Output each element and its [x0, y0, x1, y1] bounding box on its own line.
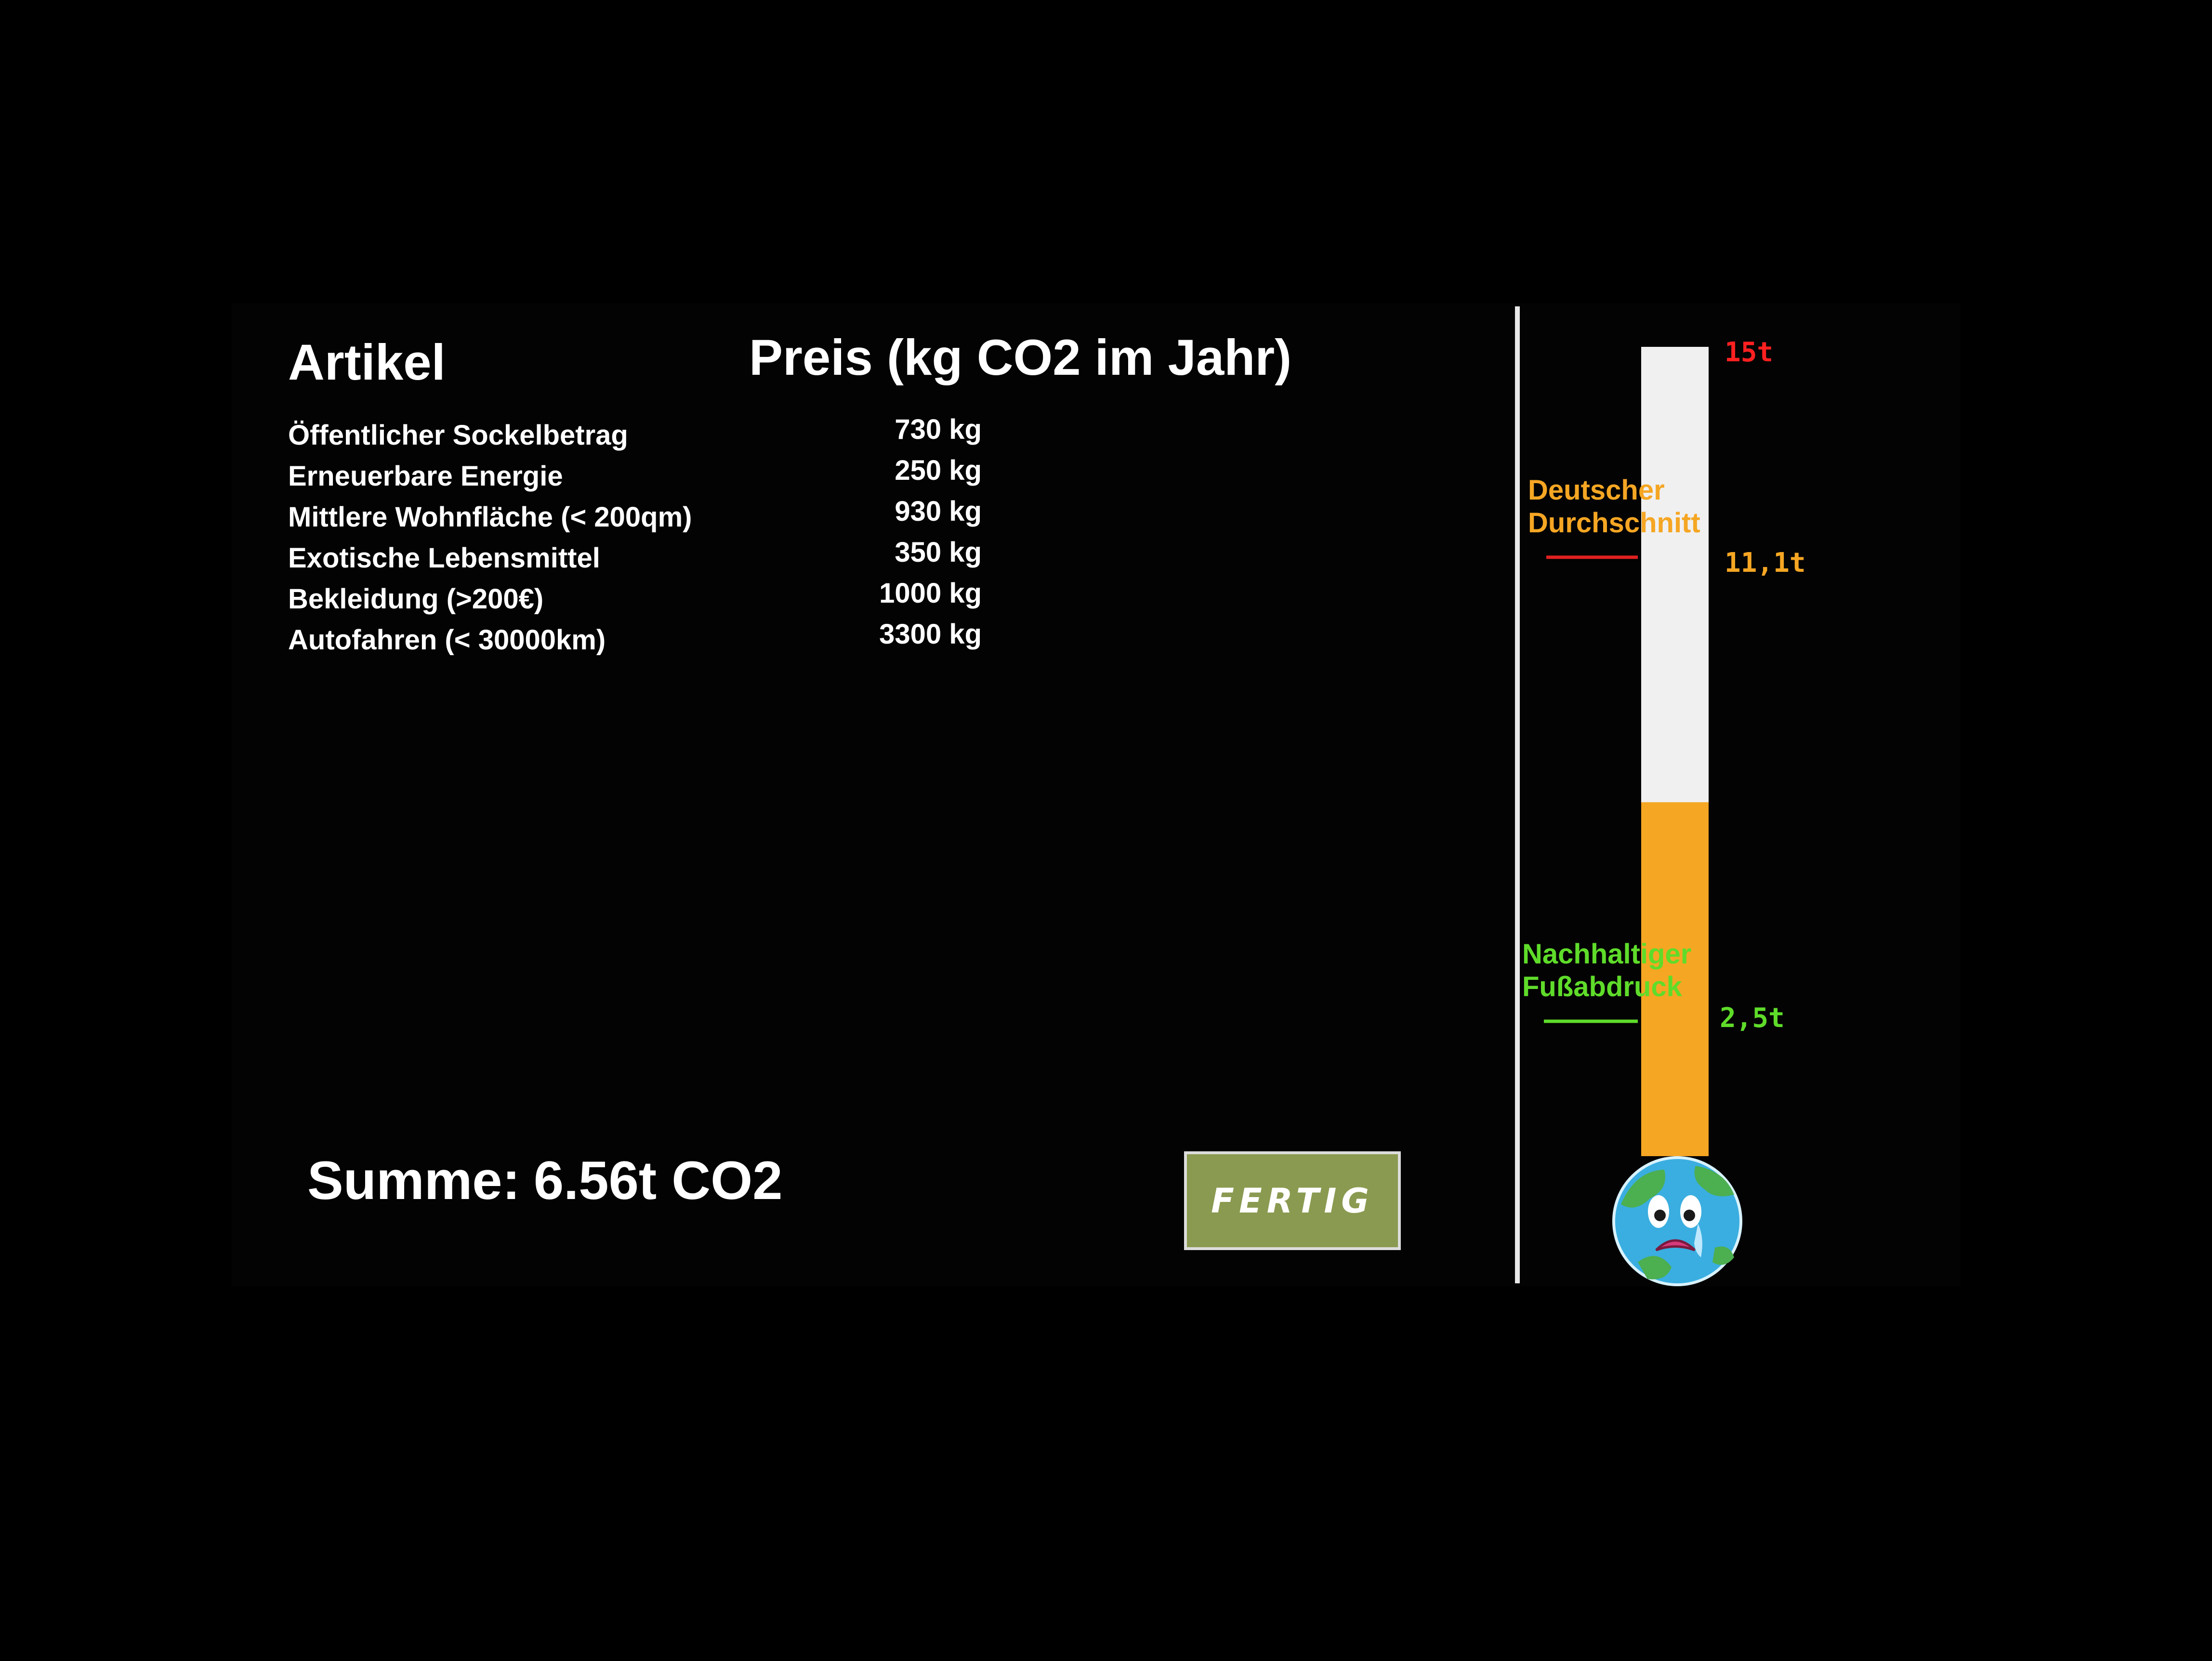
list-item: Exotische Lebensmittel 350 kg [288, 539, 982, 585]
item-name: Erneuerbare Energie [288, 461, 563, 492]
list-item: Autofahren (< 30000km) 3300 kg [288, 620, 982, 667]
done-button[interactable]: FERTIG [1184, 1151, 1401, 1250]
item-value: 3300 kg [879, 619, 982, 650]
item-column-header: Artikel [288, 334, 446, 391]
list-item: Öffentlicher Sockelbetrag 730 kg [288, 416, 982, 462]
crying-earth-icon [1612, 1156, 1742, 1286]
list-item: Bekleidung (>200€) 1000 kg [288, 580, 982, 626]
list-item: Erneuerbare Energie 250 kg [288, 457, 982, 503]
sustainable-value-label: 2,5t [1720, 1002, 1785, 1034]
list-item: Mittlere Wohnfläche (< 200qm) 930 kg [288, 498, 982, 544]
meter-fill-level [1641, 802, 1709, 1156]
price-column-header: Preis (kg CO2 im Jahr) [749, 330, 1292, 386]
app-screen: Artikel Preis (kg CO2 im Jahr) Öffentlic… [231, 303, 1961, 1286]
item-value: 730 kg [895, 414, 982, 445]
item-value: 350 kg [895, 537, 982, 568]
co2-meter: 15t 11,1t 2,5t Deutscher Durchschnitt Na… [1522, 337, 1806, 1286]
sum-total: Summe: 6.56t CO2 [307, 1154, 783, 1208]
max-value-label: 15t [1725, 337, 1773, 368]
sustainable-title-line1: Nachhaltiger [1522, 938, 1691, 970]
item-name: Bekleidung (>200€) [288, 583, 544, 615]
sustainable-title-line2: Fußabdruck [1522, 971, 1683, 1002]
done-button-label: FERTIG [1211, 1181, 1374, 1221]
sum-value: 6.56t CO2 [533, 1150, 783, 1211]
item-value: 930 kg [895, 496, 982, 527]
average-value-label: 11,1t [1725, 547, 1806, 579]
sum-label: Summe: [307, 1150, 520, 1211]
panel-divider [1515, 306, 1520, 1283]
item-value: 250 kg [895, 455, 982, 486]
average-title-line1: Deutscher [1528, 475, 1665, 506]
item-name: Öffentlicher Sockelbetrag [288, 420, 628, 451]
item-name: Mittlere Wohnfläche (< 200qm) [288, 501, 692, 533]
item-name: Exotische Lebensmittel [288, 542, 600, 574]
item-value: 1000 kg [879, 578, 982, 609]
average-title-line2: Durchschnitt [1528, 507, 1700, 539]
item-list: Öffentlicher Sockelbetrag 730 kg Erneuer… [288, 416, 982, 667]
item-name: Autofahren (< 30000km) [288, 624, 606, 656]
